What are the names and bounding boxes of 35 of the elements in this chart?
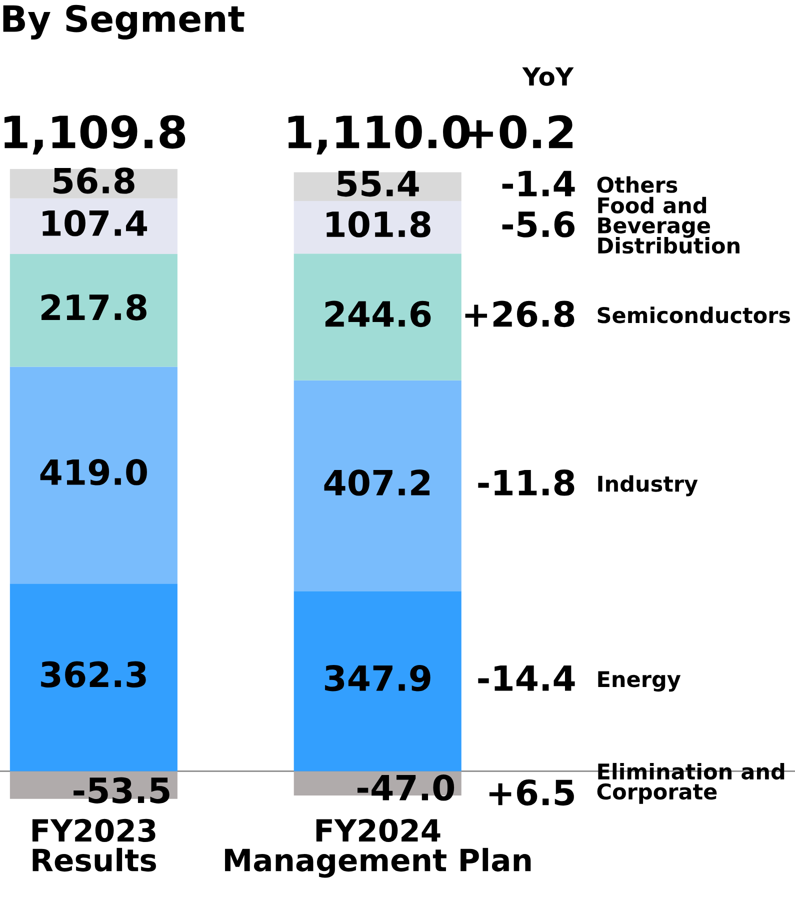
- bar: [10, 366, 178, 584]
- data-label: 362.3: [41, 661, 146, 688]
- text: YoY: [522, 67, 574, 86]
- text: Food and Beverage Distribution: [598, 196, 740, 254]
- total-label: 1,109.8: [4, 115, 186, 154]
- data-label: 217.8: [42, 294, 146, 320]
- bar: [294, 254, 462, 380]
- text: Energy: [598, 671, 681, 692]
- text: -1.4: [502, 170, 575, 196]
- x-tick-label: FY2024 Management Plan: [225, 818, 531, 878]
- text: Industry: [598, 475, 698, 496]
- text: Others: [597, 176, 678, 193]
- annotation: -11.8: [478, 470, 574, 496]
- data-label: 107.4: [42, 210, 148, 236]
- data-label: -47.0: [358, 774, 454, 801]
- data-label: 101.8: [326, 211, 430, 238]
- data-label: 419.0: [40, 459, 147, 486]
- bar: [294, 591, 462, 772]
- data-label: 407.2: [324, 470, 430, 496]
- annotation: +26.8: [465, 300, 574, 328]
- data-label: 244.6: [325, 300, 431, 328]
- data-label: 55.4: [337, 170, 419, 197]
- bar: [10, 584, 178, 772]
- data-label: 56.8: [54, 168, 134, 194]
- bar: [10, 254, 178, 367]
- data-label: 347.9: [325, 664, 430, 692]
- x-tick-label: FY2023 Results: [32, 818, 156, 872]
- annotation: +6.5: [489, 779, 574, 806]
- bar: [294, 380, 462, 592]
- data-label: -53.5: [74, 777, 170, 804]
- text: Elimination and Corporate: [597, 762, 784, 804]
- chart-title: By Segment: [3, 4, 244, 40]
- text: Semiconductors: [598, 306, 790, 324]
- annotation: -5.6: [502, 211, 575, 238]
- annotation: -14.4: [478, 665, 575, 691]
